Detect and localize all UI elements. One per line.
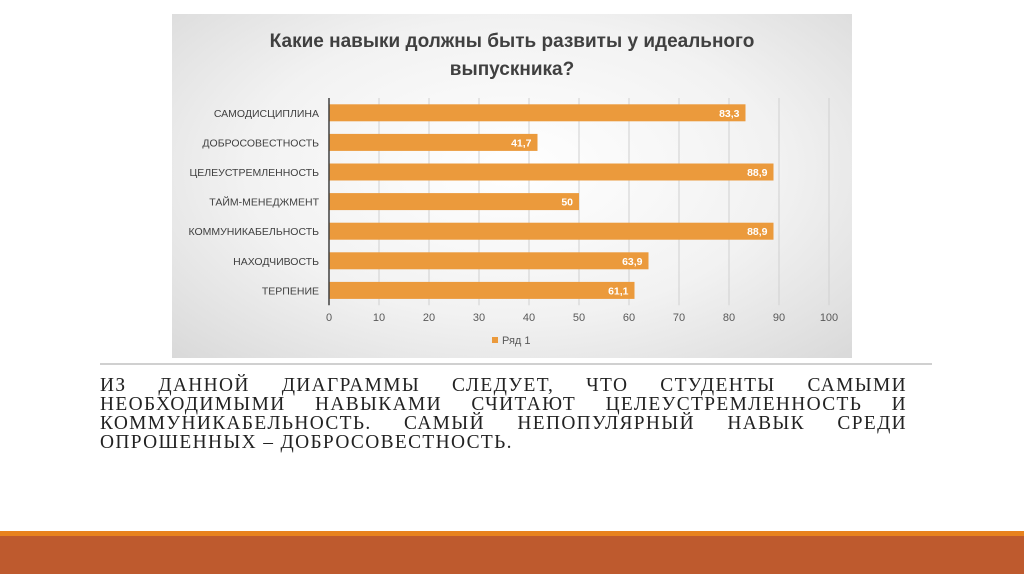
x-tick-label: 10: [373, 312, 385, 324]
bar: [329, 193, 579, 211]
bar: [329, 222, 774, 240]
data-label: 88,9: [747, 226, 768, 238]
data-label: 61,1: [608, 285, 629, 297]
data-label: 41,7: [511, 137, 532, 149]
footer-accent-stripe: [0, 531, 1024, 536]
data-label: 88,9: [747, 167, 768, 179]
bar: [329, 252, 649, 270]
x-tick-label: 20: [423, 312, 435, 324]
bar: [329, 281, 635, 299]
x-tick-label: 90: [773, 312, 785, 324]
category-label: САМОДИСЦИПЛИНА: [214, 108, 319, 120]
data-label: 63,9: [622, 256, 643, 268]
x-tick-label: 0: [326, 312, 332, 324]
category-label: НАХОДЧИВОСТЬ: [233, 256, 319, 268]
category-label: КОММУНИКАБЕЛЬНОСТЬ: [188, 226, 319, 238]
category-label: ДОБРОСОВЕСТНОСТЬ: [202, 137, 319, 149]
x-tick-label: 60: [623, 312, 635, 324]
bar-chart-svg: Какие навыки должны быть развиты у идеал…: [188, 31, 838, 347]
footer-band: [0, 536, 1024, 574]
chart: Какие навыки должны быть развиты у идеал…: [172, 14, 852, 358]
chart-title-line: Какие навыки должны быть развиты у идеал…: [270, 31, 755, 52]
x-tick-label: 70: [673, 312, 685, 324]
divider: [100, 363, 932, 365]
x-tick-label: 30: [473, 312, 485, 324]
chart-title-line: выпускника?: [450, 59, 574, 80]
category-label: ТЕРПЕНИЕ: [262, 285, 319, 297]
x-tick-label: 50: [573, 312, 585, 324]
bar: [329, 133, 538, 151]
data-label: 83,3: [719, 108, 740, 120]
legend-swatch: [492, 337, 498, 343]
x-tick-label: 40: [523, 312, 535, 324]
bar: [329, 104, 746, 122]
category-label: ТАЙМ-МЕНЕДЖМЕНТ: [209, 196, 319, 209]
x-tick-label: 80: [723, 312, 735, 324]
caption-text: Из данной диаграммы следует, что студент…: [100, 374, 908, 453]
category-label: ЦЕЛЕУСТРЕМЛЕННОСТЬ: [189, 167, 319, 179]
bar: [329, 163, 774, 181]
x-tick-label: 100: [820, 312, 838, 324]
legend-label: Ряд 1: [502, 335, 531, 347]
data-label: 50: [561, 197, 573, 209]
